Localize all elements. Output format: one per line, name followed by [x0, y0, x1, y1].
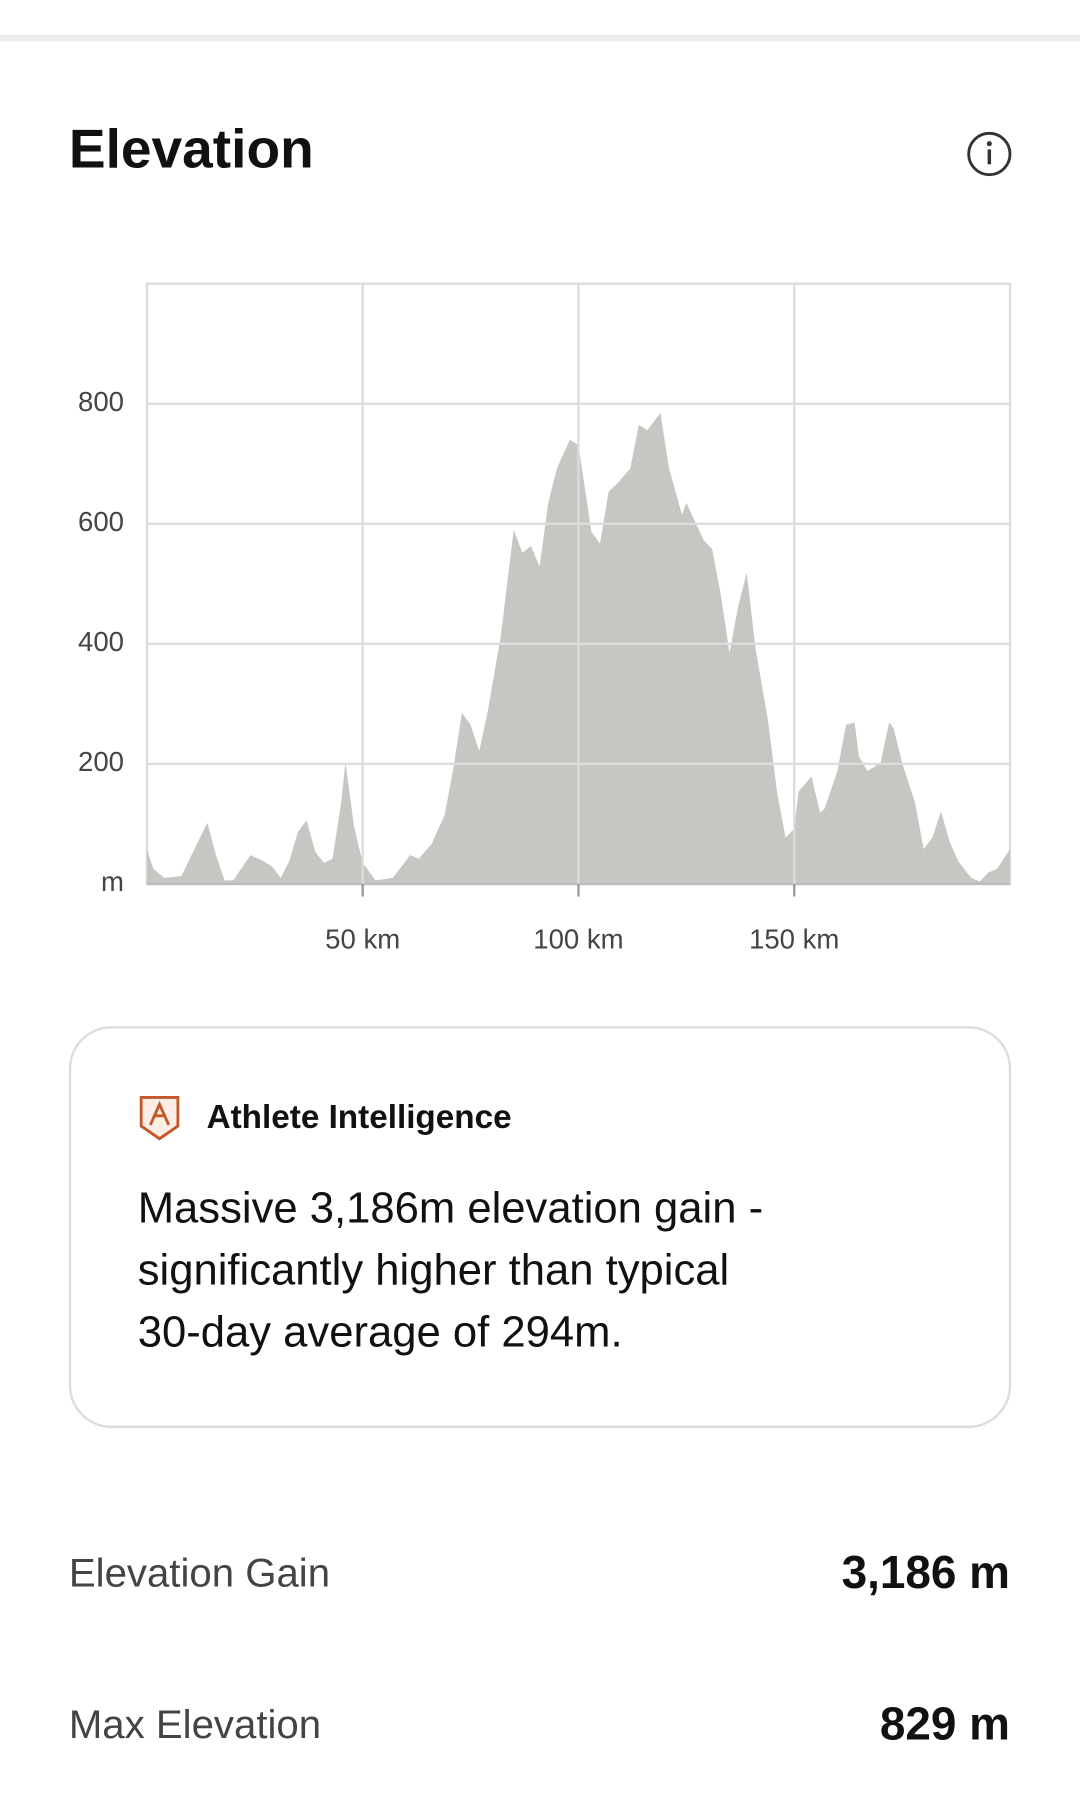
info-icon[interactable] — [967, 131, 1012, 177]
y-tick-label: 400 — [78, 626, 124, 657]
info-dot — [986, 141, 992, 147]
stat-value: 829 m — [880, 1698, 1010, 1750]
insight-line: 30-day average of 294m. — [138, 1308, 623, 1356]
section-title: Elevation — [69, 117, 314, 179]
insight-line: Massive 3,186m elevation gain - — [138, 1185, 763, 1233]
y-tick-label: 200 — [78, 746, 124, 777]
x-tick-label: 100 km — [533, 924, 623, 955]
y-tick-label: m — [101, 866, 124, 897]
stat-label: Max Elevation — [69, 1702, 321, 1747]
info-bar — [987, 149, 992, 165]
shield-mark — [149, 1100, 171, 1126]
x-tick-label: 50 km — [325, 924, 400, 955]
insight-title: Athlete Intelligence — [207, 1099, 512, 1136]
insight-line: significantly higher than typical — [138, 1247, 729, 1295]
stat-label: Elevation Gain — [69, 1551, 330, 1596]
y-tick-label: 800 — [78, 386, 124, 417]
stat-value: 3,186 m — [842, 1546, 1010, 1598]
info-button[interactable] — [967, 131, 1012, 177]
x-tick-label: 150 km — [749, 924, 839, 955]
y-tick-label: 600 — [78, 506, 124, 537]
insight-icon — [139, 1095, 180, 1141]
top-divider — [0, 34, 1080, 42]
shield — [139, 1095, 180, 1141]
insight-card — [68, 1026, 1012, 1428]
elevation-chart: m 200 400 600 800 50 km 100 km 150 km — [78, 282, 1012, 955]
